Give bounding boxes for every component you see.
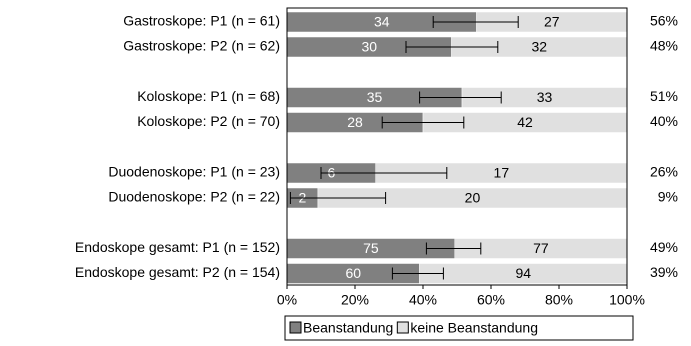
error-bar xyxy=(391,267,444,280)
value-label: 34 xyxy=(374,14,390,30)
value-label: 42 xyxy=(517,114,533,130)
legend-box xyxy=(284,315,634,341)
category-label: Endoskope gesamt: P1 (n = 152) xyxy=(75,239,280,255)
value-label: 35 xyxy=(367,89,383,105)
value-label: 94 xyxy=(515,265,531,281)
value-label: 20 xyxy=(465,190,481,206)
share-label: 40% xyxy=(650,113,678,129)
category-label: Duodenoskope: P2 (n = 22) xyxy=(108,189,280,205)
value-label: 60 xyxy=(345,265,361,281)
legend-label: keine Beanstandung xyxy=(410,320,538,336)
category-label: Koloskope: P2 (n = 70) xyxy=(137,113,280,129)
plot-frame xyxy=(286,7,628,286)
error-bar xyxy=(405,41,499,53)
value-label: 77 xyxy=(533,240,549,256)
error-bar xyxy=(419,91,502,104)
share-label: 39% xyxy=(650,264,678,280)
error-bar xyxy=(289,192,387,204)
x-tick-label: 100% xyxy=(609,292,645,308)
category-label: Endoskope gesamt: P2 (n = 154) xyxy=(75,264,280,280)
value-label: 75 xyxy=(363,240,379,256)
category-label: Gastroskope: P2 (n = 62) xyxy=(123,38,280,54)
value-label: 30 xyxy=(361,39,377,55)
error-bar xyxy=(432,16,519,28)
x-tick-label: 0% xyxy=(277,292,297,308)
value-label: 28 xyxy=(347,114,363,130)
legend-label: Beanstandung xyxy=(303,320,393,336)
error-bar xyxy=(381,116,465,129)
category-label: Gastroskope: P1 (n = 61) xyxy=(123,13,280,29)
legend-swatch xyxy=(396,321,409,334)
share-label: 56% xyxy=(650,13,678,29)
error-bar xyxy=(425,242,482,255)
share-label: 48% xyxy=(650,38,678,54)
share-label: 9% xyxy=(658,189,678,205)
x-tick-label: 40% xyxy=(409,292,437,308)
category-label: Duodenoskope: P1 (n = 23) xyxy=(108,164,280,180)
error-bar xyxy=(320,167,448,179)
value-label: 32 xyxy=(531,39,547,55)
x-tick-label: 20% xyxy=(341,292,369,308)
value-label: 33 xyxy=(537,89,553,105)
share-label: 51% xyxy=(650,88,678,104)
x-tick-label: 80% xyxy=(545,292,573,308)
value-label: 17 xyxy=(494,165,510,181)
x-tick-label: 60% xyxy=(477,292,505,308)
share-label: 49% xyxy=(650,239,678,255)
category-label: Koloskope: P1 (n = 68) xyxy=(137,88,280,104)
value-label: 27 xyxy=(544,14,560,30)
legend-swatch xyxy=(289,321,302,334)
share-label: 26% xyxy=(650,164,678,180)
